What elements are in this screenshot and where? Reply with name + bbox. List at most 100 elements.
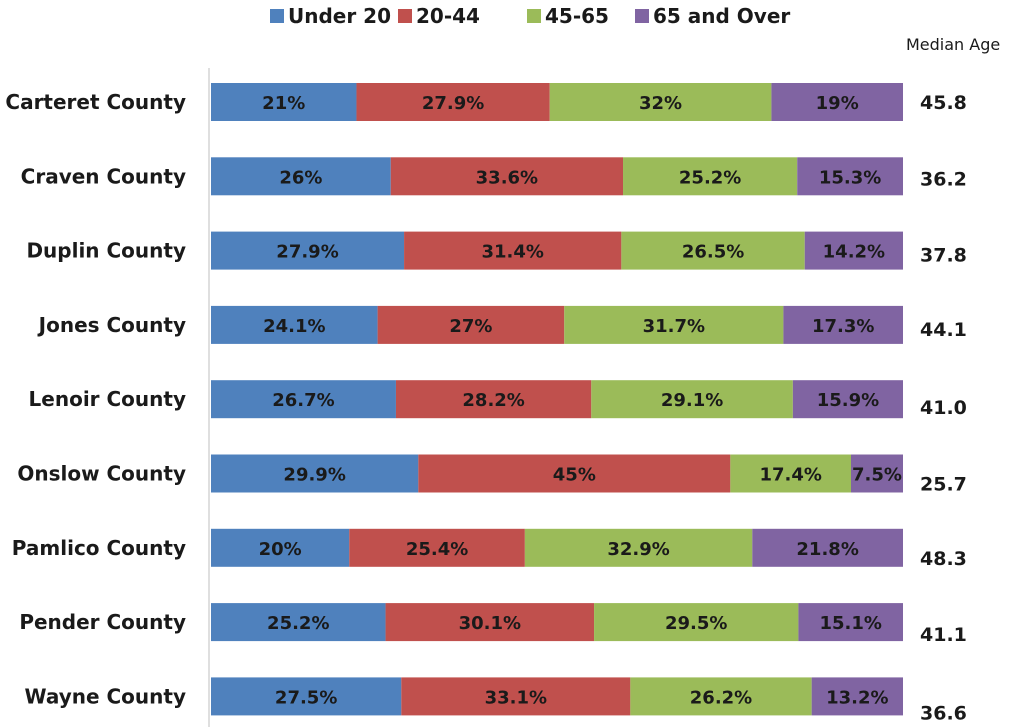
- data-label: 21.8%: [796, 539, 858, 560]
- data-label: 21%: [262, 93, 305, 114]
- bar-segment-45-65: [524, 528, 753, 567]
- bar-segment-65-and-over: [811, 677, 903, 716]
- bar-segment-20-44: [401, 677, 631, 716]
- data-label: 7.5%: [852, 465, 902, 486]
- category-label: Lenoir County: [29, 387, 186, 411]
- bar-segment-45-65: [594, 603, 799, 642]
- bar-segment-65-and-over: [797, 157, 903, 196]
- bar-segment-45-65: [630, 677, 812, 716]
- legend-swatch-under-20: [270, 9, 284, 23]
- chart-row-craven-county: Craven County 26% 33.6% 25.2% 15.3% 36.2: [21, 157, 967, 196]
- bar-segment-20-44: [377, 305, 565, 344]
- bar-segment-65-and-over: [752, 528, 903, 567]
- data-label: 26.7%: [272, 390, 334, 411]
- chart-row-lenoir-county: Lenoir County 26.7% 28.2% 29.1% 15.9% 41.0: [29, 380, 967, 419]
- median-age-title: Median Age: [906, 35, 1000, 54]
- chart-row-onslow-county: Onslow County 29.9% 45% 17.4% 7.5% 25.7: [17, 454, 967, 496]
- data-label: 29.1%: [661, 390, 723, 411]
- data-label: 25.2%: [679, 167, 741, 188]
- data-label: 17.3%: [812, 316, 874, 337]
- median-age-value: 36.6: [920, 702, 967, 724]
- bar-segment-45-65: [730, 454, 851, 493]
- bar-segment-20-44: [349, 528, 525, 567]
- legend-label-45-65: 45-65: [545, 4, 609, 28]
- data-label: 25.4%: [406, 539, 468, 560]
- data-label: 17.4%: [759, 465, 821, 486]
- data-label: 27.5%: [275, 687, 337, 708]
- legend-label-under-20: Under 20: [288, 4, 391, 28]
- data-label: 15.3%: [819, 167, 881, 188]
- data-label: 33.6%: [476, 167, 538, 188]
- bar-segment-under-20: [211, 454, 419, 493]
- bar-segment-45-65: [591, 380, 793, 419]
- median-age-value: 41.0: [920, 397, 967, 419]
- median-age-value: 37.8: [920, 245, 967, 267]
- data-label: 25.2%: [267, 613, 329, 634]
- median-age-value: 45.8: [920, 92, 967, 114]
- data-label: 15.9%: [817, 390, 879, 411]
- data-label: 26.2%: [690, 687, 752, 708]
- data-label: 32%: [639, 93, 682, 114]
- data-label: 27.9%: [422, 93, 484, 114]
- bar-segment-20-44: [395, 380, 592, 419]
- data-label: 29.5%: [665, 613, 727, 634]
- median-age-value: 36.2: [920, 168, 967, 190]
- data-label: 14.2%: [823, 242, 885, 263]
- data-label: 30.1%: [459, 613, 521, 634]
- bar-segment-65-and-over: [771, 83, 903, 121]
- data-label: 32.9%: [607, 539, 669, 560]
- median-age-value: 41.1: [920, 624, 967, 646]
- data-label: 28.2%: [462, 390, 524, 411]
- legend: Under 20 20-44 45-65 65 and Over: [270, 4, 790, 28]
- legend-swatch-45-65: [527, 9, 541, 23]
- bar-segment-under-20: [211, 528, 350, 567]
- bar-segment-20-44: [404, 231, 622, 270]
- bar-segment-under-20: [211, 83, 357, 121]
- data-label: 26.5%: [682, 242, 744, 263]
- data-label: 15.1%: [819, 613, 881, 634]
- bar-segment-65-and-over: [804, 231, 903, 270]
- bar-segment-under-20: [211, 380, 396, 419]
- chart-row-wayne-county: Wayne County 27.5% 33.1% 26.2% 13.2% 36.6: [24, 677, 967, 724]
- data-label: 26%: [279, 167, 322, 188]
- bar-segment-20-44: [385, 603, 595, 642]
- median-age-value: 44.1: [920, 319, 967, 341]
- data-label: 31.7%: [643, 316, 705, 337]
- legend-label-20-44: 20-44: [416, 4, 480, 28]
- chart-rows: Carteret County 21% 27.9% 32% 19% 45.8 Craven …: [5, 83, 967, 724]
- category-label: Pender County: [19, 610, 186, 634]
- bar-segment-under-20: [211, 231, 405, 270]
- category-label: Pamlico County: [12, 536, 186, 560]
- category-label: Jones County: [37, 313, 186, 337]
- data-label: 33.1%: [485, 687, 547, 708]
- chart-row-carteret-county: Carteret County 21% 27.9% 32% 19% 45.8: [5, 83, 967, 121]
- bar-segment-65-and-over: [783, 305, 903, 344]
- data-label: 27%: [449, 316, 492, 337]
- category-label: Duplin County: [26, 239, 186, 263]
- bar-segment-45-65: [564, 305, 784, 344]
- data-label: 13.2%: [826, 687, 888, 708]
- chart-row-pender-county: Pender County 25.2% 30.1% 29.5% 15.1% 41.1: [19, 603, 967, 646]
- median-age-value: 48.3: [920, 548, 967, 570]
- data-label: 29.9%: [283, 465, 345, 486]
- bar-segment-65-and-over: [850, 454, 903, 493]
- data-label: 45%: [553, 465, 596, 486]
- bar-segment-45-65: [621, 231, 805, 270]
- legend-swatch-20-44: [398, 9, 412, 23]
- bar-segment-20-44: [418, 454, 731, 493]
- data-label: 27.9%: [276, 242, 338, 263]
- chart-row-jones-county: Jones County 24.1% 27% 31.7% 17.3% 44.1: [37, 305, 967, 344]
- bar-segment-under-20: [211, 305, 378, 344]
- bar-segment-20-44: [390, 157, 624, 196]
- bar-segment-under-20: [211, 157, 391, 196]
- data-label: 20%: [259, 539, 302, 560]
- legend-label-65-and-over: 65 and Over: [653, 4, 790, 28]
- bar-segment-45-65: [549, 83, 772, 121]
- data-label: 24.1%: [263, 316, 325, 337]
- category-label: Onslow County: [17, 462, 186, 486]
- category-label: Craven County: [21, 164, 186, 188]
- chart-row-duplin-county: Duplin County 27.9% 31.4% 26.5% 14.2% 37.8: [26, 231, 967, 270]
- legend-swatch-65-and-over: [635, 9, 649, 23]
- category-label: Carteret County: [5, 90, 186, 114]
